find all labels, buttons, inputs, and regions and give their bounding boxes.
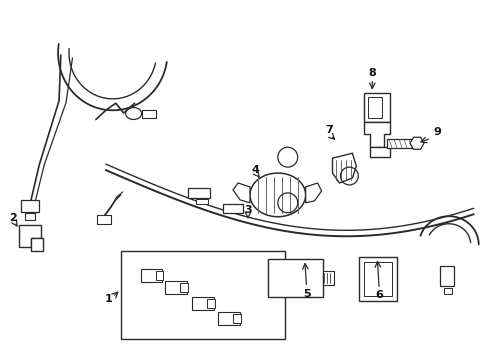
Polygon shape — [192, 297, 214, 310]
Bar — [25, 213, 35, 220]
Bar — [368, 96, 382, 118]
Polygon shape — [31, 238, 43, 251]
Polygon shape — [333, 153, 356, 183]
Text: 2: 2 — [9, 213, 17, 223]
Polygon shape — [370, 147, 390, 157]
Text: 6: 6 — [375, 290, 383, 300]
Polygon shape — [233, 314, 241, 323]
Polygon shape — [19, 225, 41, 247]
Text: 5: 5 — [303, 289, 311, 299]
Polygon shape — [141, 269, 163, 282]
Polygon shape — [155, 271, 164, 280]
Bar — [440, 266, 454, 286]
Polygon shape — [306, 183, 321, 203]
Polygon shape — [250, 173, 306, 217]
Polygon shape — [218, 312, 240, 325]
Bar — [365, 93, 390, 122]
Text: 1: 1 — [105, 294, 113, 304]
Text: 4: 4 — [251, 165, 259, 175]
Bar — [365, 262, 392, 296]
Polygon shape — [166, 281, 187, 294]
Bar — [223, 204, 243, 213]
Polygon shape — [233, 183, 250, 203]
Bar — [322, 271, 335, 285]
Text: 7: 7 — [326, 125, 333, 135]
Bar — [268, 260, 322, 297]
Bar — [21, 200, 39, 212]
Polygon shape — [207, 299, 215, 308]
Bar — [196, 199, 208, 204]
Text: 9: 9 — [433, 127, 441, 138]
Bar — [359, 257, 397, 301]
Text: 8: 8 — [368, 68, 376, 78]
Text: 3: 3 — [244, 205, 252, 215]
Polygon shape — [180, 283, 188, 292]
Bar — [444, 288, 452, 294]
Polygon shape — [365, 122, 390, 147]
Bar — [387, 139, 417, 148]
Bar — [142, 109, 155, 118]
Polygon shape — [410, 137, 424, 149]
Bar — [121, 251, 285, 339]
Bar — [188, 188, 210, 198]
Bar — [97, 215, 111, 224]
